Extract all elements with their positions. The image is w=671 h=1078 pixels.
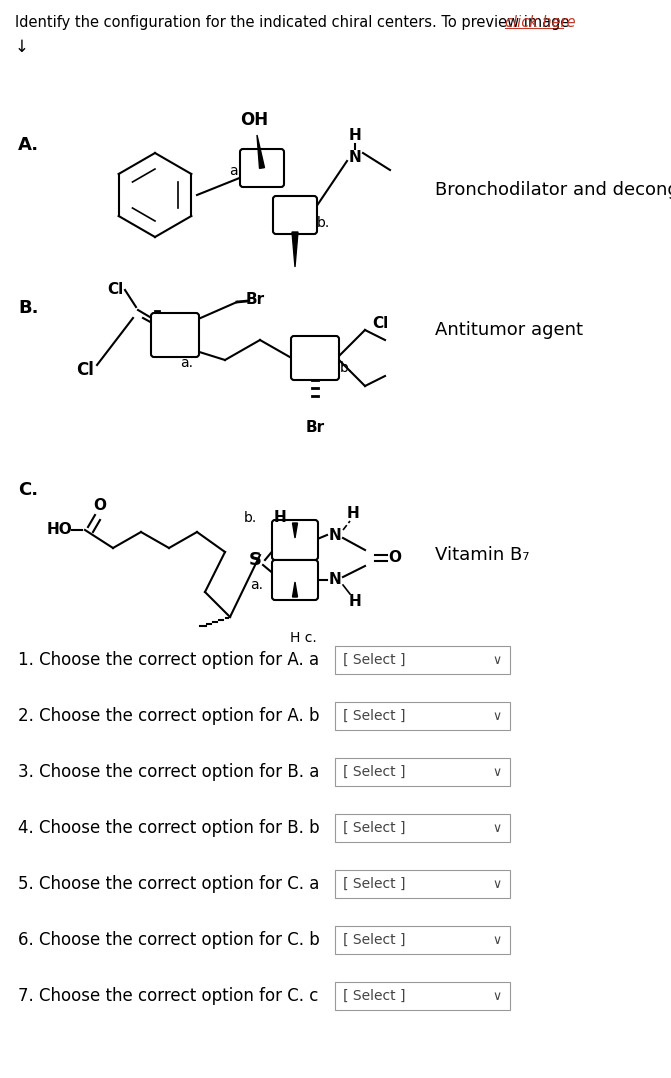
Text: HO: HO	[47, 523, 73, 538]
Polygon shape	[257, 135, 264, 168]
FancyBboxPatch shape	[335, 646, 510, 674]
FancyBboxPatch shape	[151, 313, 199, 357]
Text: Cl: Cl	[372, 316, 388, 331]
Text: 5. Choose the correct option for C. a: 5. Choose the correct option for C. a	[18, 875, 319, 893]
FancyBboxPatch shape	[240, 149, 284, 186]
FancyBboxPatch shape	[272, 559, 318, 600]
Polygon shape	[293, 523, 297, 538]
FancyBboxPatch shape	[273, 196, 317, 234]
Text: ∨: ∨	[492, 653, 501, 666]
FancyBboxPatch shape	[335, 926, 510, 954]
Text: ∨: ∨	[492, 709, 501, 722]
Text: H: H	[349, 594, 362, 609]
Text: ∨: ∨	[492, 877, 501, 890]
FancyBboxPatch shape	[335, 758, 510, 786]
Text: N: N	[329, 527, 342, 542]
Text: ↓: ↓	[15, 38, 29, 56]
Polygon shape	[293, 582, 297, 597]
Text: [ Select ]: [ Select ]	[343, 877, 405, 892]
Text: [ Select ]: [ Select ]	[343, 765, 405, 779]
Text: [ Select ]: [ Select ]	[343, 709, 405, 723]
Text: ∨: ∨	[492, 934, 501, 946]
Text: N: N	[349, 151, 362, 166]
Text: N: N	[329, 572, 342, 588]
Text: a.: a.	[229, 164, 242, 178]
Text: [ Select ]: [ Select ]	[343, 989, 405, 1003]
Text: H c.: H c.	[290, 631, 317, 645]
Text: O: O	[389, 551, 401, 566]
Text: Identify the configuration for the indicated chiral centers. To preview image: Identify the configuration for the indic…	[15, 15, 574, 30]
Text: Cl: Cl	[107, 282, 123, 298]
Text: a.: a.	[180, 356, 193, 370]
Text: A.: A.	[18, 136, 39, 154]
Text: b.: b.	[317, 216, 330, 230]
Text: b.: b.	[340, 361, 353, 375]
Text: [ Select ]: [ Select ]	[343, 821, 405, 835]
FancyBboxPatch shape	[335, 814, 510, 842]
Text: B.: B.	[18, 299, 38, 317]
Text: H: H	[349, 127, 362, 142]
Text: 7. Choose the correct option for C. c: 7. Choose the correct option for C. c	[18, 987, 318, 1005]
Text: 2. Choose the correct option for A. b: 2. Choose the correct option for A. b	[18, 707, 319, 725]
Text: OH: OH	[240, 111, 268, 129]
Text: Br: Br	[246, 292, 264, 307]
Text: 6. Choose the correct option for C. b: 6. Choose the correct option for C. b	[18, 931, 320, 949]
Text: O: O	[93, 498, 107, 512]
Text: H: H	[347, 506, 360, 521]
Text: 3. Choose the correct option for B. a: 3. Choose the correct option for B. a	[18, 763, 319, 780]
Text: Vitamin B₇: Vitamin B₇	[435, 545, 529, 564]
FancyBboxPatch shape	[335, 702, 510, 730]
Text: ∨: ∨	[492, 990, 501, 1003]
Text: Br: Br	[305, 420, 325, 436]
Text: Antitumor agent: Antitumor agent	[435, 321, 583, 338]
FancyBboxPatch shape	[272, 520, 318, 559]
Text: 4. Choose the correct option for B. b: 4. Choose the correct option for B. b	[18, 819, 319, 837]
FancyBboxPatch shape	[335, 982, 510, 1010]
Text: S: S	[248, 551, 262, 569]
Polygon shape	[292, 232, 298, 267]
Text: ∨: ∨	[492, 821, 501, 834]
Text: C.: C.	[18, 481, 38, 499]
Text: [ Select ]: [ Select ]	[343, 932, 405, 946]
Text: Cl: Cl	[76, 361, 94, 379]
Text: H: H	[274, 511, 287, 525]
Text: Bronchodilator and decongestant: Bronchodilator and decongestant	[435, 181, 671, 199]
Text: ∨: ∨	[492, 765, 501, 778]
Text: a.: a.	[250, 578, 263, 592]
FancyBboxPatch shape	[335, 870, 510, 898]
Text: [ Select ]: [ Select ]	[343, 653, 405, 667]
Text: 1. Choose the correct option for A. a: 1. Choose the correct option for A. a	[18, 651, 319, 669]
Text: click here: click here	[505, 15, 576, 30]
Text: b.: b.	[244, 511, 257, 525]
FancyBboxPatch shape	[291, 336, 339, 381]
